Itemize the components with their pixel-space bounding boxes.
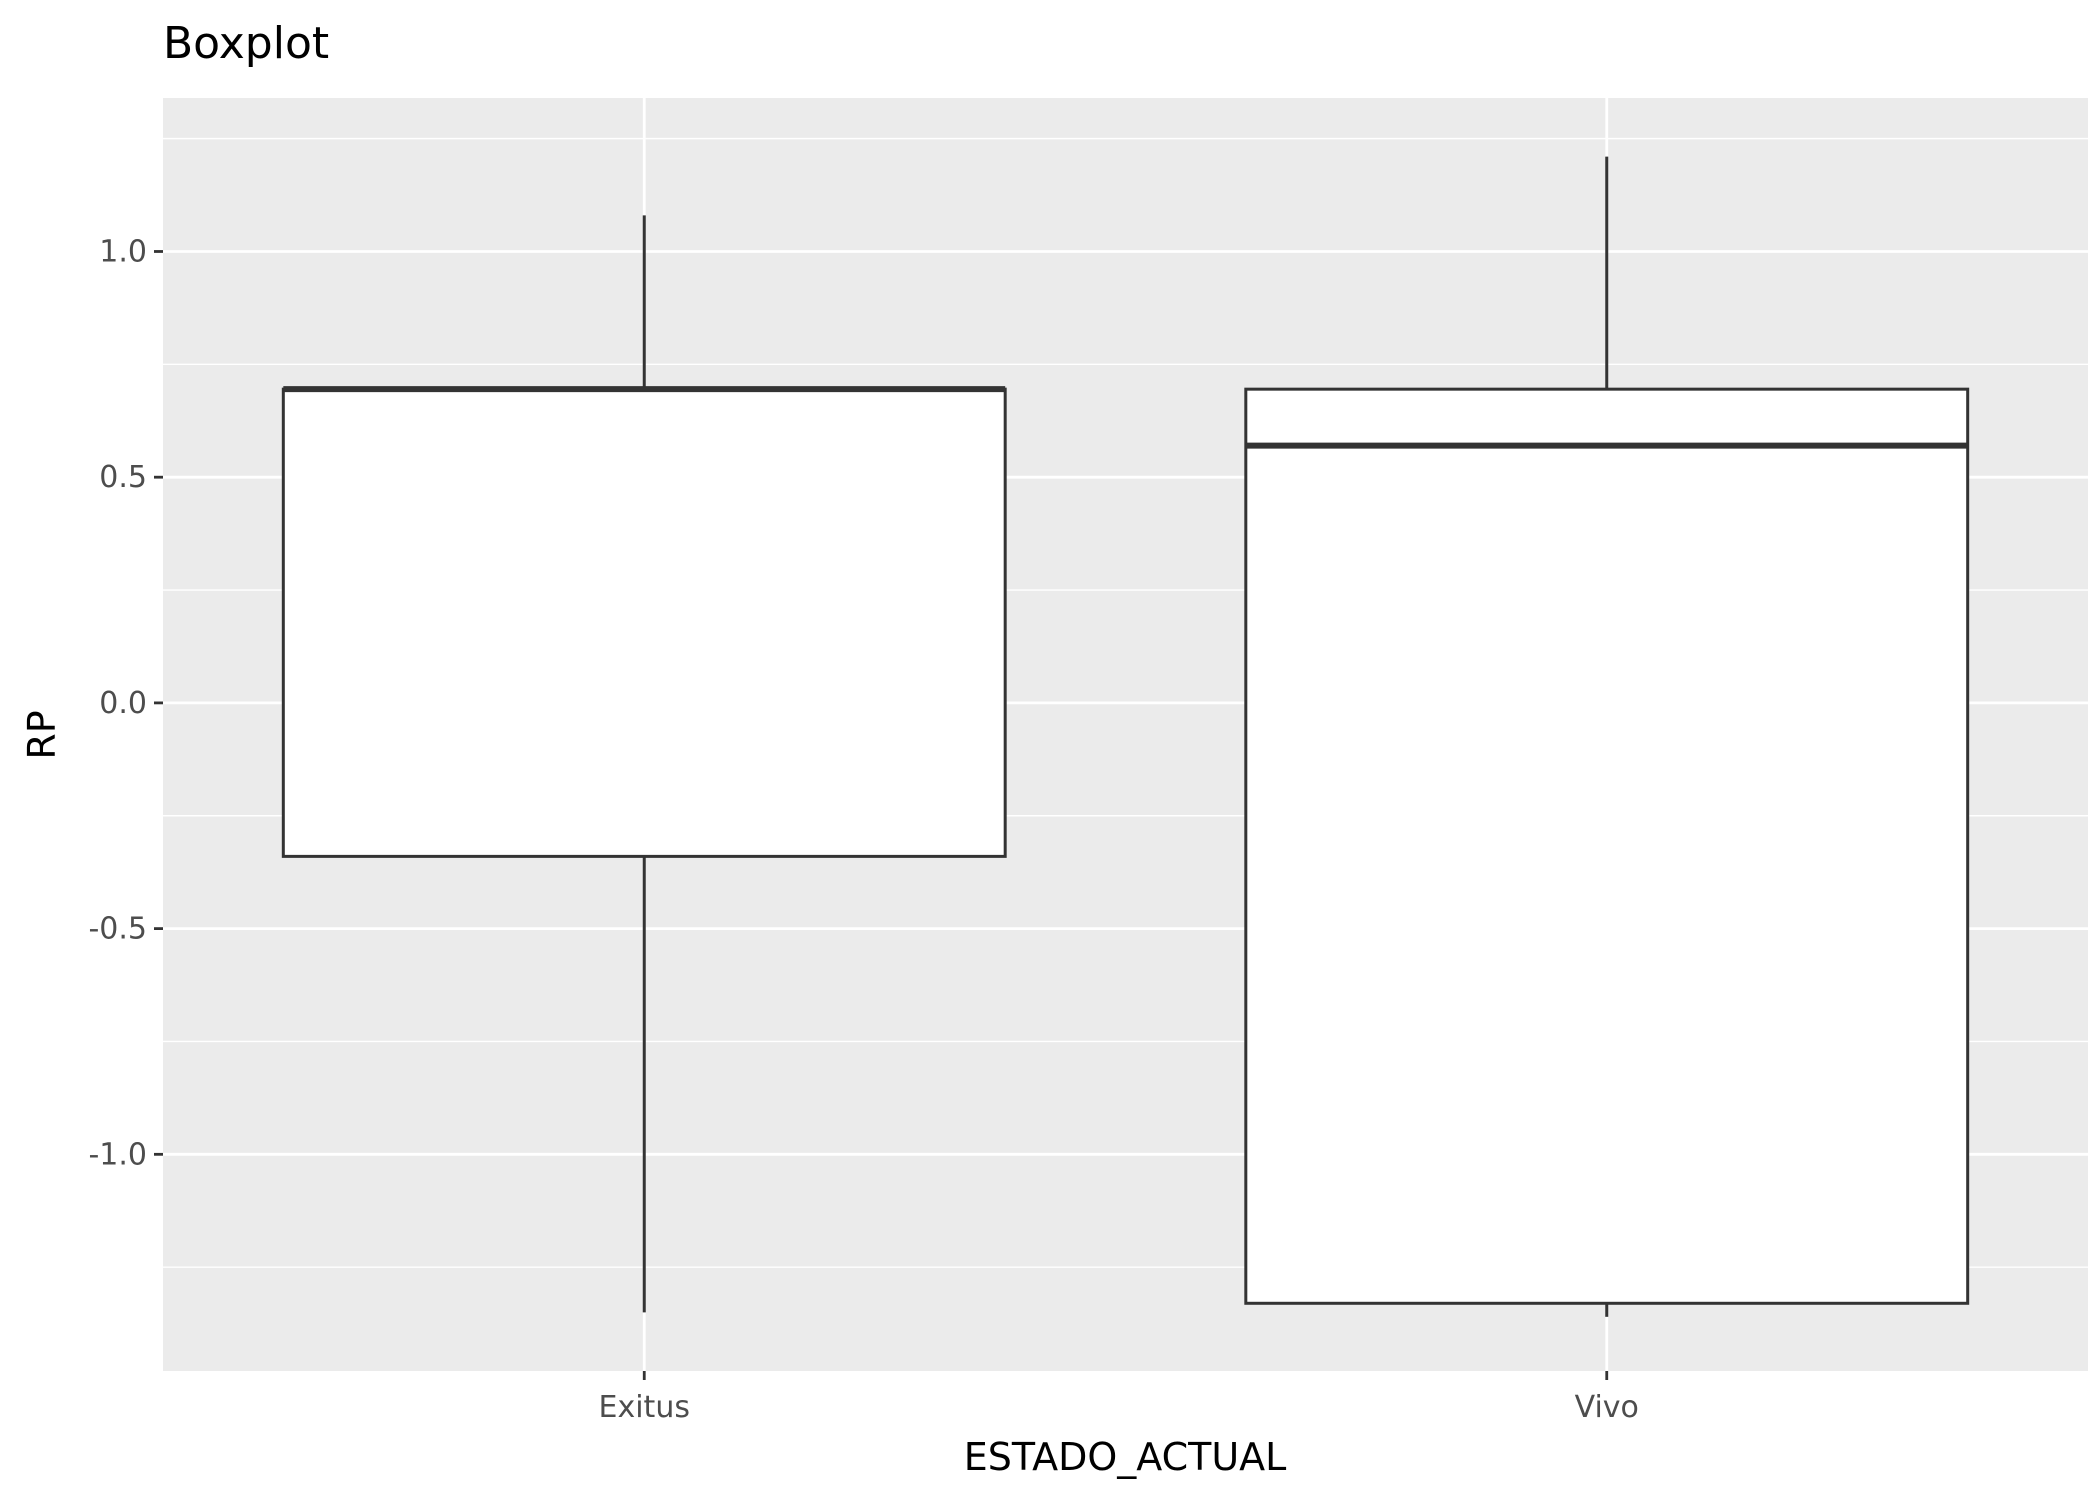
x-tick-label: Vivo [1575,1390,1639,1425]
box-vivo [1244,156,1970,1317]
y-tick-label: 1.0 [99,234,147,269]
box-iqr [1244,387,1970,1305]
y-tick-label: 0.5 [99,460,147,495]
y-tick-label: -0.5 [88,912,147,947]
x-axis-title: ESTADO_ACTUAL [964,1435,1287,1479]
y-axis-title: RP [20,710,64,759]
chart-title: Boxplot [163,18,329,69]
boxes [281,156,1970,1317]
x-tick-label: Exitus [599,1390,690,1425]
box-iqr [281,387,1007,858]
y-tick-label: -1.0 [88,1137,147,1172]
axis-ticks: -1.0 -0.5 0.0 0.5 1.0 Exitus Vivo [88,234,1638,1425]
y-tick-label: 0.0 [99,686,147,721]
box-exitus [281,215,1007,1313]
